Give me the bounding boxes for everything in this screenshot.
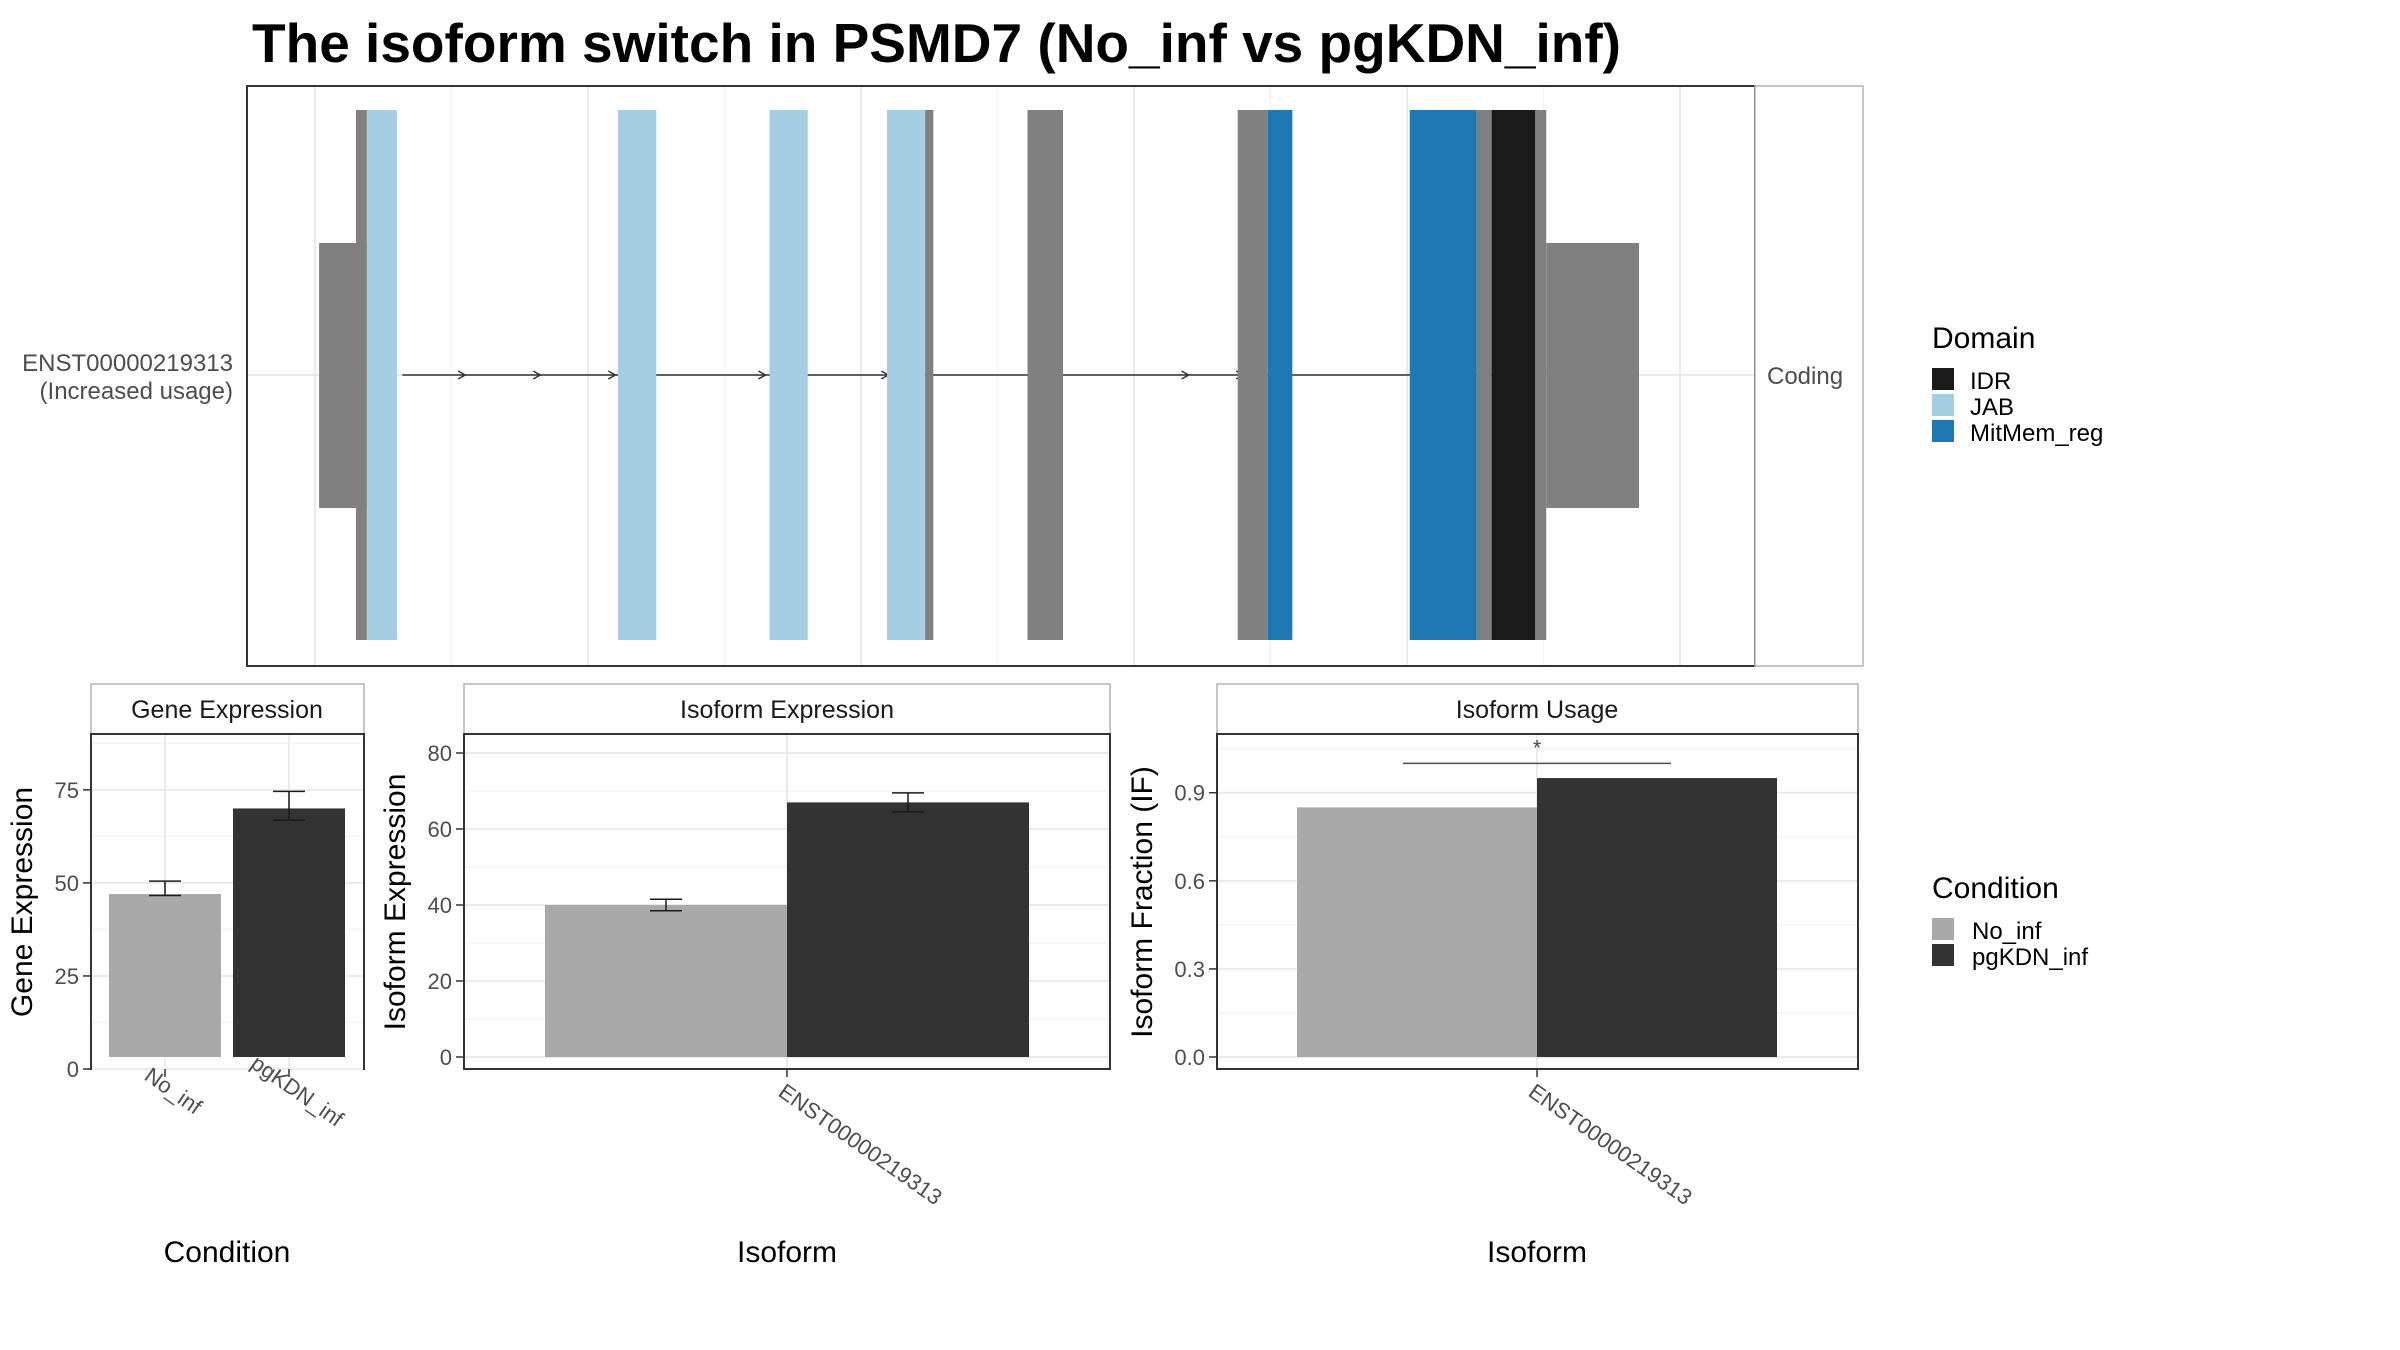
jab-domain-block	[618, 110, 657, 640]
facet-strip-label: Coding	[1767, 363, 1843, 390]
gene-expression-strip-label: Gene Expression	[131, 696, 323, 724]
intron-arrow	[457, 370, 467, 380]
gene-expression-x-tick-label: No_inf	[140, 1062, 207, 1119]
legend-key-pgkdn-inf	[1932, 944, 1954, 966]
jab-domain-block	[769, 110, 808, 640]
transcript-marks	[319, 110, 1640, 640]
isoform-usage-bar-no-inf	[1297, 807, 1537, 1057]
isoform-expression-strip-label: Isoform Expression	[680, 696, 894, 724]
exon-edge	[355, 110, 367, 640]
legend-key-no-inf	[1932, 918, 1954, 940]
gene-expression-y-title: Gene Expression	[6, 787, 39, 1017]
isoform-usage-strip	[1216, 683, 1859, 735]
isoform-usage-y-title: Isoform Fraction (IF)	[1126, 766, 1159, 1038]
isoform-usage-x-title: Isoform	[1487, 1236, 1587, 1269]
isoform-label-usage: (Increased usage)	[40, 378, 233, 405]
isoform-expression-strip	[463, 683, 1111, 735]
legend-label-jab: JAB	[1970, 394, 2014, 421]
isoform-usage-strip-label: Isoform Usage	[1456, 696, 1619, 724]
isoform-expression-y-tick-label: 40	[428, 893, 452, 918]
domain-legend: Domain IDR JAB MitMem_reg	[1932, 322, 2103, 447]
gene-expression-y-tick-label: 25	[55, 964, 79, 989]
cds-block	[1027, 110, 1064, 640]
legend-label-mitmem: MitMem_reg	[1970, 420, 2103, 447]
isoform-usage-y-tick-label: 0.6	[1174, 869, 1205, 894]
legend-label-idr: IDR	[1970, 368, 2011, 395]
isoform-usage-panel: Isoform Usage 0.0 0.3 0.6 0.9 * ENST000002193…	[1126, 683, 1859, 1269]
isoform-usage-x-tick-label: ENST00000219313	[1524, 1079, 1697, 1210]
idr-domain-block	[1491, 110, 1536, 640]
cds-block	[1237, 110, 1268, 640]
isoform-expression-bar-no-inf	[545, 905, 787, 1057]
isoform-expression-y-tick-label: 80	[428, 741, 452, 766]
jab-domain-block	[366, 110, 397, 640]
facet-strip	[1754, 85, 1864, 667]
gene-expression-y-tick-label: 0	[67, 1057, 79, 1082]
exon-edge	[925, 110, 934, 640]
isoform-usage-y-tick-label: 0.0	[1174, 1045, 1205, 1070]
jab-domain-block	[886, 110, 926, 640]
transcript-panel: Coding ENST00000219313 (Increased usage)	[22, 85, 1864, 667]
isoform-usage-bar-pgkdn-inf	[1537, 778, 1777, 1057]
isoform-expression-y-tick-label: 20	[428, 969, 452, 994]
domain-legend-title: Domain	[1932, 322, 2035, 355]
isoform-usage-y-tick-label: 0.9	[1174, 781, 1205, 806]
gene-expression-bar	[109, 894, 221, 1057]
mitmem-domain-block	[1409, 110, 1477, 640]
gene-expression-y-tick-label: 75	[55, 778, 79, 803]
figure-title: The isoform switch in PSMD7 (No_inf vs p…	[252, 12, 1621, 74]
mitmem-domain-block	[1267, 110, 1293, 640]
isoform-usage-y-tick-label: 0.3	[1174, 957, 1205, 982]
gene-expression-bar	[233, 808, 345, 1057]
gene-expression-x-title: Condition	[164, 1236, 291, 1269]
legend-key-jab	[1932, 394, 1954, 416]
legend-key-mitmem	[1932, 420, 1954, 442]
condition-legend: Condition No_inf pgKDN_inf	[1932, 872, 2088, 971]
utr-block	[1546, 243, 1640, 508]
intron-arrow	[607, 370, 617, 380]
intron-arrow	[758, 370, 767, 380]
condition-legend-title: Condition	[1932, 872, 2059, 905]
isoform-label-id: ENST00000219313	[22, 350, 233, 377]
exon-edge	[1535, 110, 1547, 640]
isoform-expression-y-title: Isoform Expression	[379, 774, 412, 1031]
isoform-expression-bar-pgkdn-inf	[787, 802, 1029, 1057]
gene-expression-strip	[90, 683, 365, 735]
isoform-expression-y-tick-label: 0	[440, 1045, 452, 1070]
legend-label-pgkdn-inf: pgKDN_inf	[1972, 944, 2088, 971]
exon-edge	[1476, 110, 1492, 640]
legend-key-idr	[1932, 368, 1954, 390]
gene-expression-y-tick-label: 50	[55, 871, 79, 896]
isoform-expression-x-title: Isoform	[737, 1236, 837, 1269]
significance-marker: *	[1533, 735, 1542, 760]
intron-arrow	[1181, 370, 1191, 380]
isoform-expression-y-tick-label: 60	[428, 817, 452, 842]
legend-label-no-inf: No_inf	[1972, 918, 2042, 945]
isoform-expression-marks: 0 20 40 60 80 ENST00000219313	[428, 735, 1109, 1210]
isoform-expression-x-tick-label: ENST00000219313	[774, 1079, 947, 1210]
isoform-expression-panel: Isoform Expression 0 20 40 60 80 ENST00000219…	[379, 683, 1111, 1269]
intron-arrow	[532, 370, 542, 380]
